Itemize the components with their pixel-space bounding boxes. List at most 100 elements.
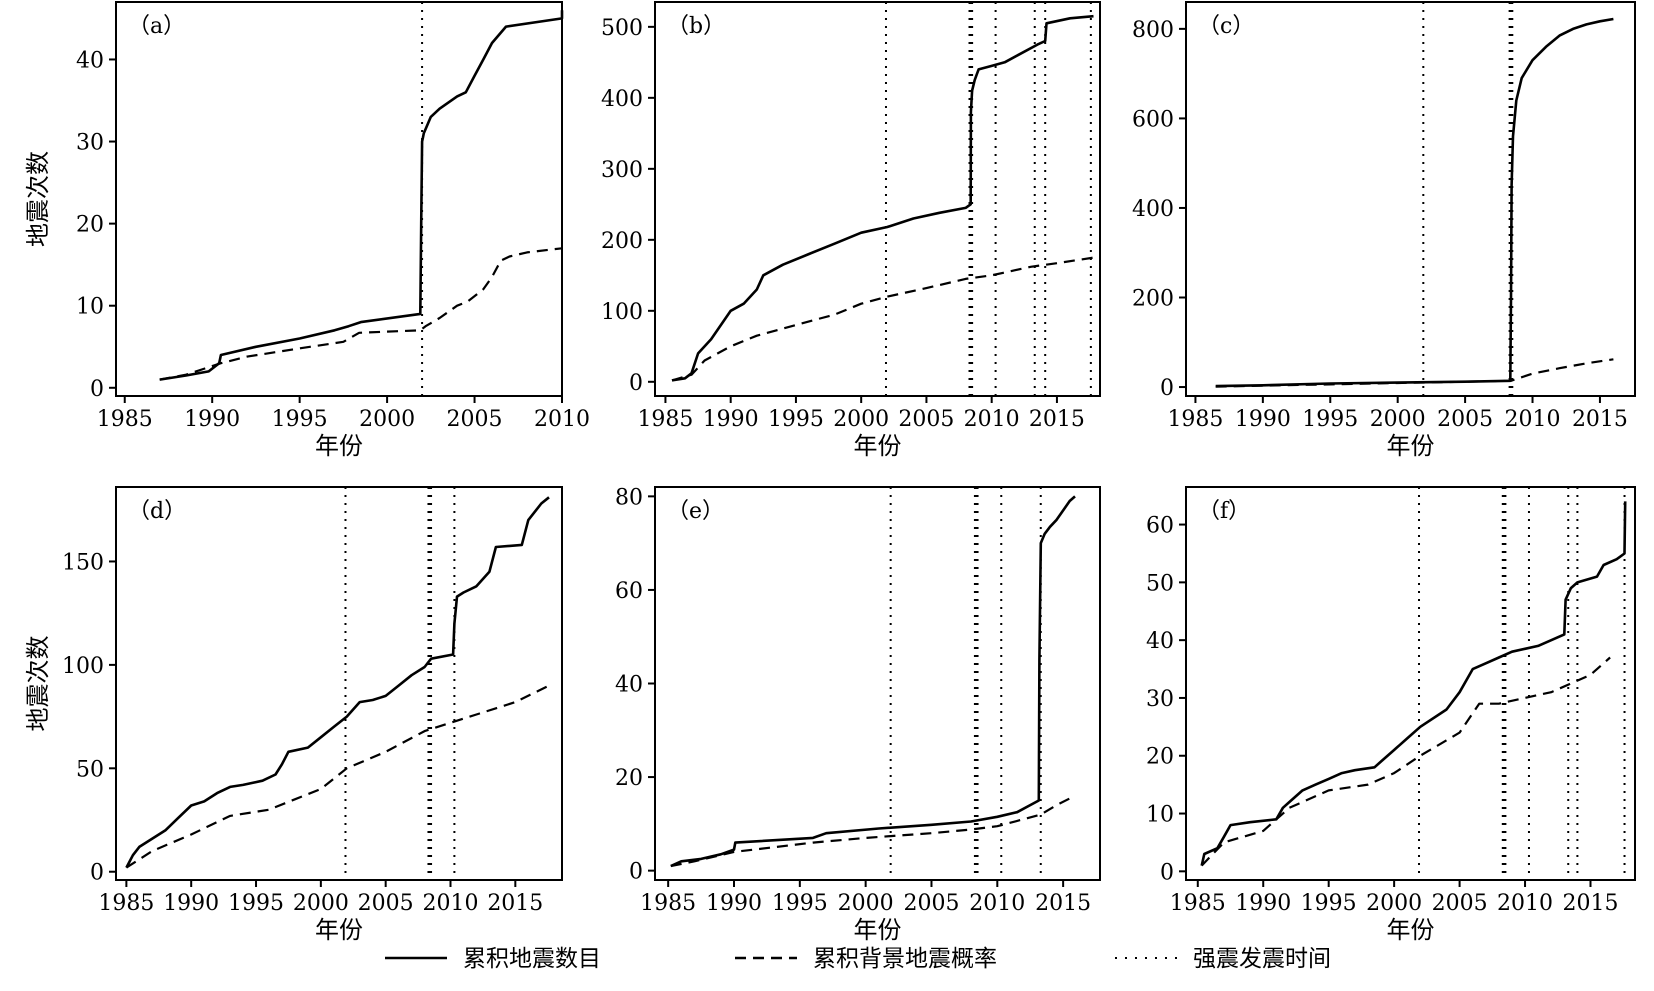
x-tick-label: 1995 [772, 891, 828, 916]
x-tick-label: 2010 [1497, 891, 1553, 916]
y-tick-label: 100 [601, 300, 643, 325]
x-tick-label: 1990 [706, 891, 762, 916]
y-tick-label: 150 [62, 550, 104, 575]
x-tick-label: 2005 [358, 891, 414, 916]
y-tick-label: 20 [76, 213, 104, 238]
x-tick-label: 2015 [1562, 891, 1618, 916]
x-tick-label: 2000 [833, 407, 889, 432]
x-tick-label: 1985 [1167, 407, 1223, 432]
x-tick-label: 1995 [1302, 407, 1358, 432]
y-tick-label: 0 [90, 377, 104, 402]
cumulative-count-line [670, 495, 1076, 868]
panel-label: （c） [1198, 14, 1254, 39]
x-tick-label: 2015 [1035, 891, 1091, 916]
panel-label: （b） [667, 14, 725, 39]
y-tick-label: 30 [1146, 687, 1174, 712]
y-tick-label: 50 [76, 757, 104, 782]
x-tick-label: 1990 [703, 407, 759, 432]
panel-2: 1985 1990 1995 2000 2005 2010 2015 0 100 200 300 40… [601, 1, 1101, 460]
x-tick-label: 1985 [97, 407, 153, 432]
x-tick-label: 2010 [423, 891, 479, 916]
x-tick-label: 2010 [1505, 407, 1561, 432]
panel-5: 1985 1990 1995 2000 2005 2010 2015 0 20 40 60 80 （e）… [615, 485, 1101, 944]
x-tick-label: 1990 [1235, 407, 1291, 432]
y-tick-label: 0 [629, 860, 643, 885]
y-tick-label: 10 [76, 295, 104, 320]
x-tick-label: 2015 [1572, 407, 1628, 432]
y-tick-label: 0 [629, 371, 643, 396]
x-tick-label: 2015 [1029, 407, 1085, 432]
plot-frame [654, 486, 1101, 881]
x-tick-label: 2000 [359, 407, 415, 432]
y-tick-label: 200 [1132, 287, 1174, 312]
y-tick-label: 0 [1160, 376, 1174, 401]
panel-1: 1985 1990 1995 2000 2005 2010 0 10 20 30 40 （a） 年份 地震… [24, 1, 590, 460]
x-tick-label: 2000 [1366, 891, 1422, 916]
x-tick-label: 2000 [838, 891, 894, 916]
y-tick-label: 400 [1132, 197, 1174, 222]
cumulative-count-line [1200, 501, 1627, 866]
cumulative-count-line [125, 496, 550, 869]
y-tick-label: 20 [1146, 745, 1174, 770]
y-tick-label: 50 [1146, 571, 1174, 596]
background-rate-line [671, 256, 1094, 382]
x-axis-label: 年份 [1387, 432, 1435, 460]
x-axis-label: 年份 [315, 916, 363, 944]
panel-6: 1985 1990 1995 2000 2005 2010 2015 0 10 20 30 40 50 6… [1146, 486, 1636, 944]
y-tick-label: 200 [601, 229, 643, 254]
y-tick-label: 300 [601, 158, 643, 183]
x-tick-label: 2000 [1370, 407, 1426, 432]
y-tick-label: 40 [1146, 629, 1174, 654]
y-tick-label: 60 [615, 579, 643, 604]
background-rate-line [159, 247, 563, 381]
y-tick-label: 80 [615, 485, 643, 510]
y-tick-label: 500 [601, 16, 643, 41]
plot-frame [1185, 486, 1636, 881]
cumulative-count-line [159, 10, 564, 381]
x-tick-label: 1995 [768, 407, 824, 432]
plot-frame [1185, 1, 1636, 397]
y-tick-label: 0 [1160, 860, 1174, 885]
panel-label: （d） [128, 499, 186, 524]
y-tick-label: 800 [1132, 18, 1174, 43]
x-tick-label: 2010 [964, 407, 1020, 432]
panel-3: 1985 1990 1995 2000 2005 2010 2015 0 200 400 600 80… [1132, 1, 1636, 460]
y-tick-label: 40 [615, 673, 643, 698]
legend-label: 强震发震时间 [1193, 946, 1331, 972]
x-tick-label: 2005 [447, 407, 503, 432]
y-tick-label: 0 [90, 861, 104, 886]
x-tick-label: 1995 [228, 891, 284, 916]
x-axis-label: 年份 [854, 432, 902, 460]
x-tick-label: 2005 [898, 407, 954, 432]
panel-4: 1985 1990 1995 2000 2005 2010 2015 0 50 100 150 （d）… [24, 486, 563, 944]
x-tick-label: 2010 [969, 891, 1025, 916]
x-tick-label: 1985 [1170, 891, 1226, 916]
x-tick-label: 1995 [1301, 891, 1357, 916]
x-tick-label: 2015 [487, 891, 543, 916]
x-tick-label: 2010 [534, 407, 590, 432]
x-tick-label: 1995 [272, 407, 328, 432]
x-tick-label: 1990 [184, 407, 240, 432]
x-tick-label: 2005 [903, 891, 959, 916]
panel-label: （e） [667, 499, 724, 524]
background-rate-line [1215, 358, 1614, 388]
y-tick-label: 60 [1146, 514, 1174, 539]
legend-label: 累积地震数目 [463, 946, 601, 972]
y-tick-label: 600 [1132, 107, 1174, 132]
x-axis-label: 年份 [854, 916, 902, 944]
background-rate-line [1200, 656, 1611, 867]
legend: 累积地震数目 累积背景地震概率 强震发震时间 [385, 946, 1331, 972]
y-tick-label: 30 [76, 131, 104, 156]
y-tick-label: 20 [615, 766, 643, 791]
x-tick-label: 1990 [163, 891, 219, 916]
plot-frame [115, 1, 563, 397]
y-tick-label: 100 [62, 654, 104, 679]
x-tick-label: 1990 [1235, 891, 1291, 916]
x-tick-label: 2005 [1432, 891, 1488, 916]
x-axis-label: 年份 [1387, 916, 1435, 944]
x-axis-label: 年份 [315, 432, 363, 460]
background-rate-line [125, 684, 550, 869]
y-axis-label: 地震次数 [24, 151, 52, 247]
panel-label: （f） [1198, 499, 1250, 524]
